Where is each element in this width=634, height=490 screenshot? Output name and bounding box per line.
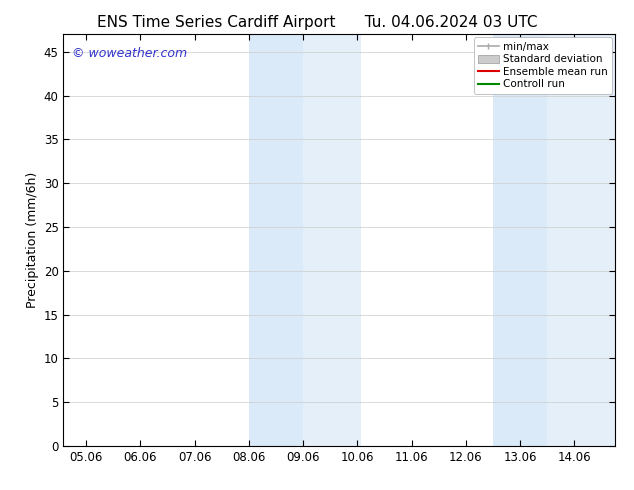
Bar bbox=[493, 34, 547, 446]
Y-axis label: Precipitation (mm/6h): Precipitation (mm/6h) bbox=[27, 172, 39, 308]
Text: © woweather.com: © woweather.com bbox=[72, 47, 187, 60]
Legend: min/max, Standard deviation, Ensemble mean run, Controll run: min/max, Standard deviation, Ensemble me… bbox=[474, 37, 612, 94]
Bar bbox=[249, 34, 303, 446]
Bar bbox=[303, 34, 361, 446]
Bar bbox=[547, 34, 615, 446]
Text: ENS Time Series Cardiff Airport      Tu. 04.06.2024 03 UTC: ENS Time Series Cardiff Airport Tu. 04.0… bbox=[97, 15, 537, 30]
